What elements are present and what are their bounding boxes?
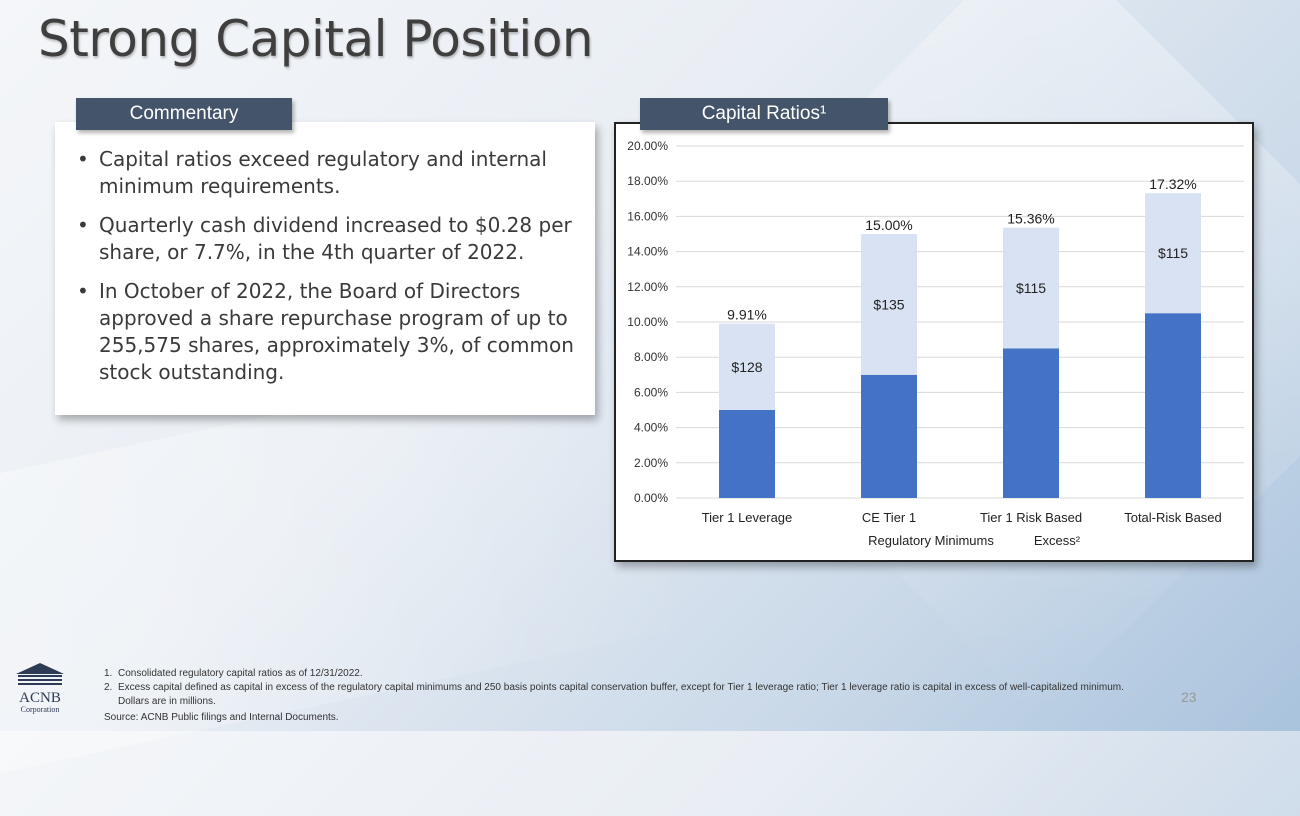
total-ratio-label: 9.91% — [727, 307, 767, 323]
logo-text: ACNB — [19, 690, 61, 706]
total-ratio-label: 15.00% — [865, 217, 912, 233]
y-tick-label: 14.00% — [627, 245, 668, 259]
footnote-text: Excess capital defined as capital in exc… — [118, 682, 1124, 707]
y-tick-label: 2.00% — [634, 456, 668, 470]
footnote: 1. Consolidated regulatory capital ratios… — [104, 667, 1134, 681]
category-label: Tier 1 Leverage — [702, 510, 793, 525]
excess-dollar-label: $115 — [1158, 245, 1188, 261]
legend-excess: Excess² — [1034, 533, 1081, 548]
bar-excess — [861, 234, 917, 375]
capital-ratios-chart: 0.00% 2.00% 4.00% 6.00% 8.00% 10.00% 12.00% 14.… — [614, 122, 1254, 562]
commentary-panel: Capital ratios exceed regulatory and int… — [55, 122, 595, 415]
excess-dollar-label: $135 — [873, 296, 904, 312]
acnb-logo: ACNB Corporation — [16, 663, 64, 714]
commentary-tab: Commentary — [76, 98, 292, 130]
excess-dollar-label: $115 — [1016, 280, 1046, 296]
footnote-number: 1. — [104, 668, 113, 679]
y-tick-label: 18.00% — [627, 174, 668, 188]
footnote-text: Consolidated regulatory capital ratios a… — [118, 668, 363, 679]
y-tick-label: 20.00% — [627, 139, 668, 153]
footnote-number: 2. — [104, 682, 113, 693]
y-tick-label: 6.00% — [634, 385, 668, 399]
commentary-list: Capital ratios exceed regulatory and int… — [55, 122, 595, 386]
total-ratio-label: 15.36% — [1007, 211, 1054, 227]
footnote: 2. Excess capital defined as capital in e… — [104, 681, 1134, 709]
capital-ratios-tab: Capital Ratios¹ — [640, 98, 888, 130]
bar-regulatory-minimum — [1003, 348, 1059, 498]
bar-excess — [1003, 227, 1059, 349]
excess-dollar-label: $128 — [731, 359, 762, 375]
page-number: 23 — [1181, 689, 1197, 705]
total-ratio-label: 17.32% — [1149, 176, 1196, 192]
y-tick-label: 12.00% — [627, 280, 668, 294]
category-label: CE Tier 1 — [862, 510, 916, 525]
y-tick-label: 0.00% — [634, 491, 668, 505]
bar-regulatory-minimum — [861, 374, 917, 498]
chart-svg: 0.00% 2.00% 4.00% 6.00% 8.00% 10.00% 12.00% 14.… — [627, 139, 1244, 548]
y-tick-label: 16.00% — [627, 209, 668, 223]
commentary-bullet: Capital ratios exceed regulatory and int… — [77, 146, 579, 200]
y-tick-label: 10.00% — [627, 315, 668, 329]
category-label: Tier 1 Risk Based — [980, 510, 1082, 525]
y-tick-label: 4.00% — [634, 421, 668, 435]
footnotes: 1. Consolidated regulatory capital ratios… — [104, 667, 1134, 725]
bar-excess — [719, 323, 775, 410]
source-note: Source: ACNB Public filings and Internal… — [104, 712, 339, 723]
bar-regulatory-minimum — [1145, 313, 1201, 498]
logo-subtext: Corporation — [21, 705, 60, 714]
commentary-bullet: In October of 2022, the Board of Directo… — [77, 278, 579, 386]
page-title: Strong Capital Position — [38, 10, 594, 68]
y-tick-label: 8.00% — [634, 350, 668, 364]
bar-regulatory-minimum — [719, 410, 775, 498]
commentary-bullet: Quarterly cash dividend increased to $0.… — [77, 212, 579, 266]
legend-regulatory-minimums: Regulatory Minimums — [868, 533, 994, 548]
category-label: Total-Risk Based — [1124, 510, 1222, 525]
bar-excess — [1145, 193, 1201, 314]
